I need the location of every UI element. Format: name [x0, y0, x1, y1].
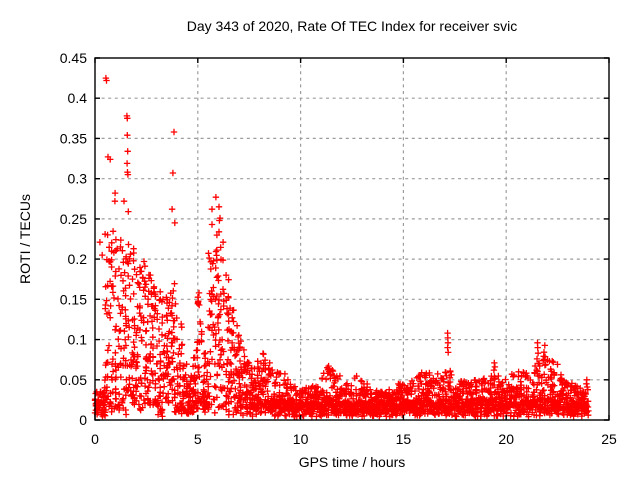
x-tick-label: 5: [194, 431, 202, 447]
plot-border: [94, 57, 610, 421]
y-tick-label: 0.15: [60, 291, 87, 307]
y-tick-label: 0.4: [68, 90, 88, 106]
gridlines: [95, 58, 609, 420]
y-axis-label: ROTI / TECUs: [17, 194, 33, 284]
axis-ticks: [94, 57, 610, 421]
x-tick-label: 15: [396, 431, 412, 447]
x-tick-label: 0: [91, 431, 99, 447]
chart-title: Day 343 of 2020, Rate Of TEC Index for r…: [187, 18, 517, 34]
y-tick-label: 0.3: [68, 171, 88, 187]
y-tick-label: 0.25: [60, 211, 87, 227]
y-tick-label: 0.05: [60, 372, 87, 388]
x-tick-label: 25: [601, 431, 617, 447]
y-tick-label: 0.2: [68, 251, 88, 267]
y-tick-label: 0.35: [60, 130, 87, 146]
x-tick-label: 10: [293, 431, 309, 447]
y-tick-label: 0.1: [68, 332, 88, 348]
y-tick-label: 0: [79, 412, 87, 428]
plot-render-layer: 0 5 10 15 20 25 0 0.05 0.1 0.15 0.2 0.25 0.3 0.35 0.4 0…: [60, 50, 617, 447]
x-axis-label: GPS time / hours: [299, 454, 406, 470]
scatter-points: [91, 74, 592, 420]
y-tick-label: 0.45: [60, 50, 87, 66]
x-tick-label: 20: [498, 431, 514, 447]
